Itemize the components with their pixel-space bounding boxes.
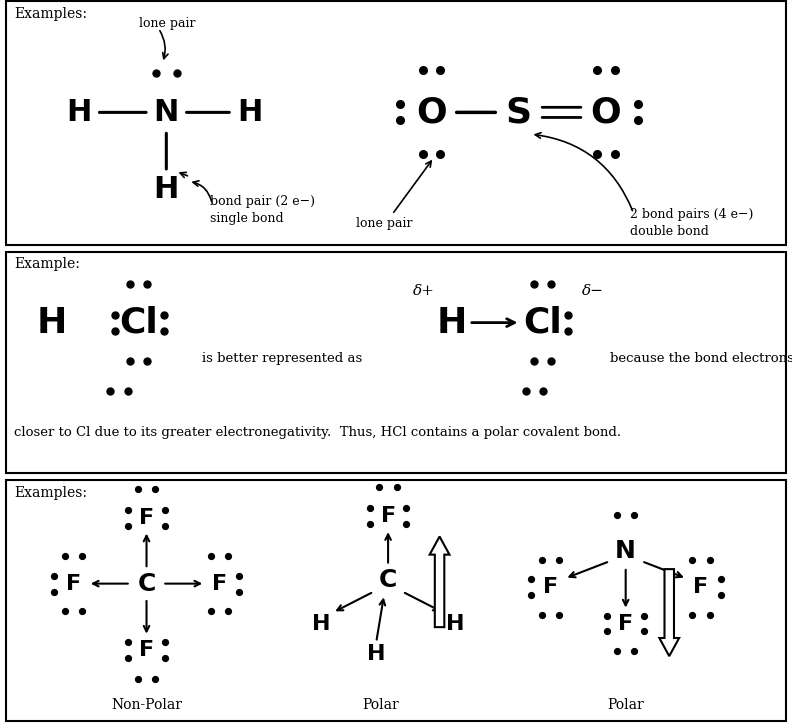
Text: Cl: Cl <box>120 306 158 339</box>
Text: H: H <box>36 306 67 339</box>
Text: F: F <box>139 507 154 528</box>
Text: Polar: Polar <box>362 698 398 713</box>
Text: lone pair: lone pair <box>356 217 413 230</box>
Text: S: S <box>506 96 531 129</box>
Text: N: N <box>154 98 179 127</box>
Text: lone pair: lone pair <box>139 17 195 30</box>
Text: δ+: δ+ <box>413 284 435 299</box>
Text: F: F <box>380 506 396 526</box>
Text: F: F <box>211 573 227 594</box>
Text: δ−: δ− <box>581 284 604 299</box>
Text: Examples:: Examples: <box>14 7 87 21</box>
Text: C: C <box>379 568 398 592</box>
Text: F: F <box>618 613 634 634</box>
Text: H: H <box>436 306 466 339</box>
Text: H: H <box>446 613 465 634</box>
Text: Examples:: Examples: <box>14 486 87 500</box>
Text: H: H <box>311 613 330 634</box>
Text: F: F <box>66 573 82 594</box>
Text: O: O <box>591 96 621 129</box>
Text: Cl: Cl <box>524 306 562 339</box>
Text: because the bond electrons are pulled: because the bond electrons are pulled <box>610 352 792 365</box>
FancyArrow shape <box>660 569 680 656</box>
Text: closer to Cl due to its greater electronegativity.  Thus, HCl contains a polar c: closer to Cl due to its greater electron… <box>14 426 622 439</box>
Text: Polar: Polar <box>607 698 644 713</box>
Text: O: O <box>417 96 447 129</box>
Text: F: F <box>139 639 154 660</box>
Text: Non-Polar: Non-Polar <box>111 698 182 713</box>
Text: is better represented as: is better represented as <box>202 352 362 365</box>
Text: F: F <box>543 577 558 597</box>
Text: H: H <box>237 98 262 127</box>
FancyBboxPatch shape <box>6 1 786 245</box>
FancyBboxPatch shape <box>6 480 786 721</box>
Text: bond pair (2 e−)
single bond: bond pair (2 e−) single bond <box>210 195 315 225</box>
Text: C: C <box>137 571 156 596</box>
Text: H: H <box>67 98 92 127</box>
FancyArrow shape <box>430 536 450 627</box>
FancyBboxPatch shape <box>6 252 786 473</box>
Text: Example:: Example: <box>14 257 80 271</box>
Text: H: H <box>154 175 179 204</box>
Text: 2 bond pairs (4 e−)
double bond: 2 bond pairs (4 e−) double bond <box>630 208 753 239</box>
Text: N: N <box>615 539 636 563</box>
Text: F: F <box>693 577 709 597</box>
Text: H: H <box>367 644 386 664</box>
